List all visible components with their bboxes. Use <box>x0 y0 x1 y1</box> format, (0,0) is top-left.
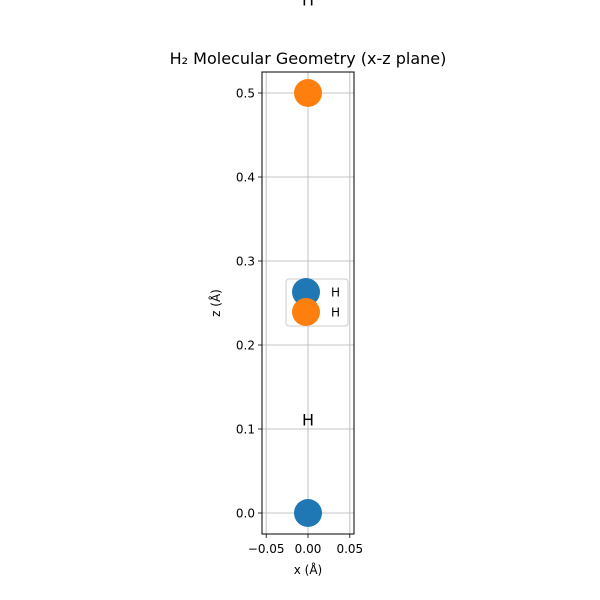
legend-label: H <box>331 286 340 300</box>
x-tick-label: 0.00 <box>295 542 322 556</box>
x-axis-label: x (Å) <box>294 562 323 577</box>
legend-label: H <box>331 306 340 320</box>
y-tick-label: 0.1 <box>236 423 255 437</box>
y-tick-label: 0.2 <box>236 339 255 353</box>
axis-ticks: −0.05 0.00 0.05 0.0 0.1 0.2 0.3 0.4 0.5 <box>236 87 363 557</box>
grid <box>262 72 354 534</box>
x-tick-label: 0.05 <box>336 542 363 556</box>
annotation-label: H <box>302 411 314 430</box>
annotation-label: H <box>302 0 314 10</box>
y-tick-label: 0.4 <box>236 171 255 185</box>
data-points <box>294 79 322 527</box>
chart-title: H₂ Molecular Geometry (x-z plane) <box>170 49 447 68</box>
y-axis-label: z (Å) <box>208 289 223 317</box>
legend: HH <box>285 278 349 327</box>
data-point <box>294 499 322 527</box>
data-point <box>294 79 322 107</box>
y-tick-label: 0.0 <box>236 507 255 521</box>
x-tick-label: −0.05 <box>248 542 285 556</box>
legend-marker <box>292 278 320 306</box>
y-tick-label: 0.5 <box>236 87 255 101</box>
annotations: HH <box>302 0 314 430</box>
legend-marker <box>292 298 320 326</box>
y-tick-label: 0.3 <box>236 255 255 269</box>
